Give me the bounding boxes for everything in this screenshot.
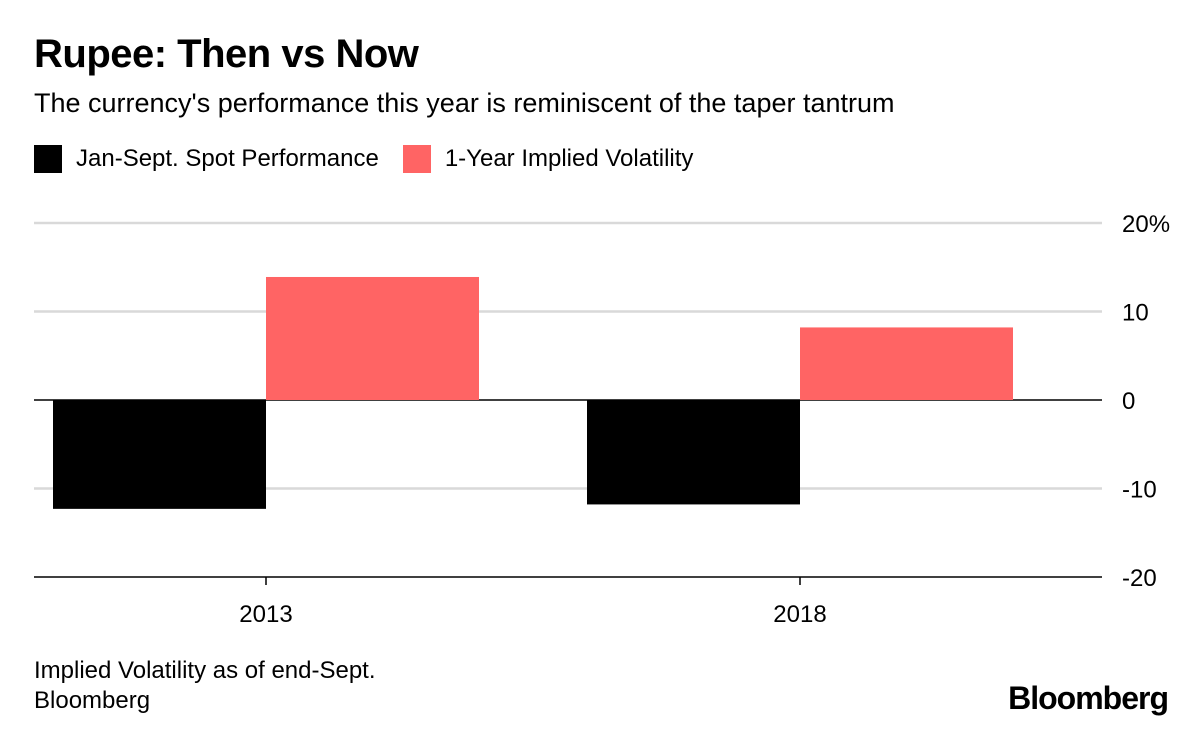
- y-tick-label: 0: [1122, 388, 1135, 415]
- y-tick-label: 20%: [1122, 211, 1170, 238]
- chart-title: Rupee: Then vs Now: [34, 32, 419, 76]
- legend-swatch-spot: [34, 145, 62, 173]
- chart-subtitle: The currency's performance this year is …: [34, 88, 895, 118]
- bar-spot-performance: [587, 400, 800, 505]
- source-label: Bloomberg: [34, 687, 151, 714]
- footnote: Implied Volatility as of end-Sept.: [34, 657, 376, 684]
- x-tick-label: 2018: [773, 601, 826, 628]
- bars: [53, 276, 1013, 509]
- y-tick-label: 10: [1122, 300, 1149, 327]
- legend-label-volatility: 1-Year Implied Volatility: [444, 145, 694, 172]
- bloomberg-logo: Bloomberg: [1008, 680, 1169, 716]
- bar-spot-performance: [53, 400, 266, 509]
- bar-implied-volatility: [800, 327, 1013, 400]
- y-tick-label: -10: [1122, 477, 1157, 504]
- x-tick-label: 2013: [239, 601, 292, 628]
- y-tick-label: -20: [1122, 565, 1157, 592]
- axes: 20% 10 0 -10 -20 2013 2018: [239, 211, 1170, 628]
- legend-item-volatility: 1-Year Implied Volatility: [402, 145, 694, 173]
- legend: Jan-Sept. Spot Performance 1-Year Implie…: [34, 145, 717, 173]
- legend-swatch-volatility: [402, 145, 431, 173]
- legend-item-spot: Jan-Sept. Spot Performance: [34, 145, 379, 173]
- legend-label-spot: Jan-Sept. Spot Performance: [76, 145, 379, 172]
- bar-implied-volatility: [266, 276, 479, 400]
